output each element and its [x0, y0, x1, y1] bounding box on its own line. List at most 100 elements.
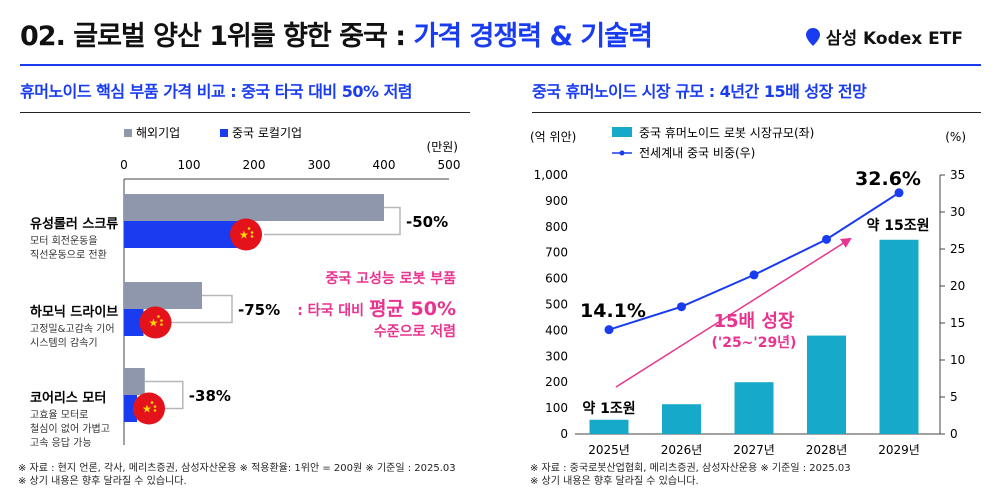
price-comparison-chart: 해외기업 중국 로컬기업 (만원) 0 100 200 300 400 500 -50% ★… — [30, 126, 461, 449]
left-y-tick-label: 200 — [545, 375, 568, 389]
share-point — [822, 234, 831, 244]
legend-label-share: 전세계내 중국 비중(우) — [639, 146, 755, 160]
last-share-label: 32.6% — [855, 168, 921, 190]
category-description: 직선운동으로 전환 — [30, 249, 107, 261]
left-y-tick-label: 300 — [545, 349, 568, 363]
growth-period-label: ('25~'29년) — [712, 335, 797, 351]
right-y-tick-label: 20 — [950, 279, 965, 293]
left-y-tick-label: 500 — [545, 298, 568, 312]
left-y-tick-label: 1,000 — [534, 168, 568, 182]
china-flag-icon: ★ — [133, 392, 165, 425]
diff-bracket — [153, 294, 233, 324]
share-point — [677, 302, 686, 312]
left-footnote-disclaimer: ※ 상기 내용은 향후 달라질 수 있습니다. — [18, 476, 187, 487]
right-y-tick-label: 5 — [950, 390, 958, 404]
share-point — [749, 270, 759, 280]
left-y-tick-label: 800 — [545, 220, 568, 234]
market-size-bar — [662, 404, 701, 434]
brand-name: 삼성 Kodex ETF — [825, 29, 963, 49]
x-tick-label: 300 — [308, 158, 331, 172]
market-size-bar — [879, 239, 919, 434]
right-subtitle-divider — [532, 112, 981, 113]
diff-label: -38% — [189, 387, 231, 405]
svg-text:★: ★ — [149, 317, 159, 330]
bar-foreign — [124, 194, 384, 221]
growth-arrow — [615, 237, 852, 388]
china-flag-icon: ★ — [139, 306, 172, 339]
legend-label-market-size: 중국 휴머노이드 로봇 시장규모(좌) — [639, 126, 814, 140]
right-y-tick-label: 15 — [950, 316, 965, 330]
diff-label: -75% — [238, 301, 280, 319]
right-y-tick-label: 10 — [950, 353, 965, 367]
x-tick-label: 2027년 — [733, 443, 775, 457]
right-legend: 중국 휴머노이드 로봇 시장규모(좌) 전세계내 중국 비중(우) — [612, 126, 814, 160]
x-tick-label: 2026년 — [661, 443, 703, 457]
share-line — [608, 191, 900, 331]
legend-swatch-foreign — [124, 129, 132, 137]
page-title: 02. 글로벌 양산 1위를 향한 중국 : 가격 경쟁력 & 기술력 — [20, 21, 653, 52]
bar-china — [124, 309, 144, 336]
right-footnote-disclaimer: ※ 상기 내용은 향후 달라질 수 있습니다. — [530, 476, 699, 487]
left-axis-unit: (억 위안) — [530, 130, 576, 144]
category-description: 시스템의 감속기 — [30, 337, 98, 349]
right-chart-subtitle: 중국 휴머노이드 시장 규모 : 4년간 15배 성장 전망 — [532, 82, 867, 101]
left-subtitle-divider — [20, 112, 470, 113]
bar-china — [124, 395, 137, 422]
left-y-tick-label: 700 — [545, 246, 568, 260]
category-description: 고효율 모터로 — [30, 409, 88, 421]
bar-foreign — [124, 368, 145, 395]
left-y-tick-label: 0 — [560, 427, 568, 441]
china-flag-icon: ★ — [230, 218, 262, 251]
market-size-bar — [734, 382, 774, 434]
category-label: 하모닉 드라이브 — [30, 304, 118, 320]
right-footnote-source: ※ 자료 : 중국로봇산업협회, 메리츠증권, 삼성자산운용 ※ 기준일 : 2… — [530, 463, 851, 474]
market-size-bar — [807, 335, 846, 434]
legend-swatch-china — [220, 129, 228, 137]
x-axis-unit: (만원) — [427, 140, 458, 154]
x-tick-label: 100 — [178, 158, 201, 172]
last-bar-label: 약 15조원 — [867, 217, 930, 234]
category-label: 유성롤러 스크류 — [30, 216, 118, 232]
left-footnote-source: ※ 자료 : 현지 언론, 각사, 메리츠증권, 삼성자산운용 ※ 적용환율: … — [18, 463, 456, 474]
x-tick-label: 2028년 — [806, 443, 848, 457]
category-description: 철심이 없어 가볍고 — [30, 422, 110, 435]
right-y-tick-label: 35 — [950, 168, 965, 182]
market-size-chart: (억 위안) (%) 중국 휴머노이드 로봇 시장규모(좌) 전세계내 중국 비… — [530, 126, 966, 457]
annotation-line1: 중국 고성능 로봇 부품 — [325, 271, 456, 287]
legend-swatch-market-size — [612, 127, 632, 137]
category-description: 고정밀&고감속 기어 — [30, 323, 115, 335]
diff-bracket — [264, 206, 401, 236]
legend-label-china: 중국 로컬기업 — [232, 126, 302, 140]
category-description: 고속 응답 가능 — [30, 437, 92, 449]
left-y-tick-label: 900 — [545, 194, 568, 208]
brand-logo: 삼성 Kodex ETF — [805, 24, 963, 49]
svg-text:★: ★ — [239, 229, 249, 242]
growth-label: 15배 성장 — [714, 311, 795, 332]
x-tick-label: 500 — [438, 158, 461, 172]
annotation-line2: : 타국 대비 평균 50% — [297, 298, 456, 320]
first-bar-label: 약 1조원 — [582, 400, 635, 417]
title-divider — [20, 64, 981, 66]
share-point — [604, 325, 614, 335]
left-y-tick-label: 100 — [545, 401, 568, 415]
category-label: 코어리스 모터 — [30, 390, 106, 406]
legend-swatch-share-dot — [619, 150, 625, 156]
bar-foreign — [124, 282, 202, 309]
annotation-line3: 수준으로 저렴 — [374, 324, 456, 340]
diff-label: -50% — [406, 213, 448, 231]
right-axis-unit: (%) — [945, 130, 966, 144]
category-description: 모터 회전운동을 — [30, 235, 98, 247]
left-legend: 해외기업 중국 로컬기업 — [124, 126, 302, 140]
right-y-tick-label: 25 — [950, 242, 965, 256]
x-tick-label: 2025년 — [588, 443, 630, 457]
x-tick-label: 200 — [243, 158, 266, 172]
left-chart-subtitle: 휴머노이드 핵심 부품 가격 비교 : 중국 타국 대비 50% 저렴 — [20, 82, 413, 101]
share-point — [894, 188, 904, 198]
x-tick-label: 0 — [120, 158, 128, 172]
location-pin-icon — [805, 27, 820, 46]
legend-label-foreign: 해외기업 — [136, 126, 180, 140]
left-y-tick-label: 600 — [545, 272, 568, 286]
x-tick-label: 400 — [373, 158, 396, 172]
first-share-label: 14.1% — [580, 300, 646, 322]
right-y-tick-label: 0 — [950, 427, 958, 441]
